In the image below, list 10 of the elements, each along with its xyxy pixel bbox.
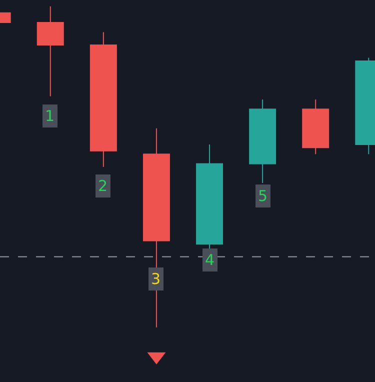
candlestick	[36, 6, 64, 97]
candlestick	[142, 128, 170, 328]
annotation: 4	[205, 251, 215, 269]
annotation: 5	[258, 187, 268, 205]
annotation: 2	[98, 177, 108, 195]
annotation: 3	[151, 270, 161, 288]
candlestick	[90, 32, 117, 168]
candlestick	[302, 99, 330, 155]
annotation: 1	[45, 107, 55, 125]
candlestick	[249, 99, 276, 184]
